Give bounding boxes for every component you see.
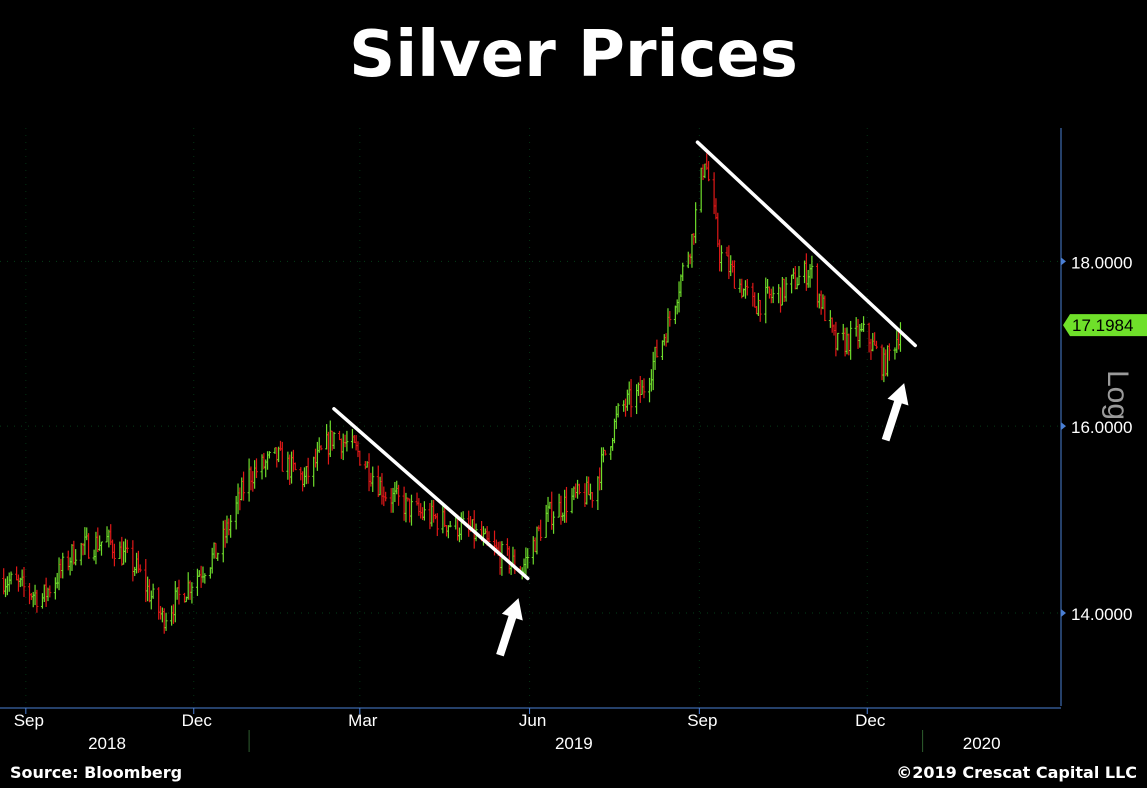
source-note: Source: Bloomberg — [10, 763, 183, 782]
x-month-label: Dec — [855, 711, 886, 730]
arrow-shape — [496, 598, 523, 657]
x-year-label: 2020 — [963, 734, 1001, 753]
trendline — [695, 140, 917, 348]
y-tick-label: 14.0000 — [1071, 605, 1132, 624]
x-month-label: Dec — [182, 711, 213, 730]
arrow-icon — [496, 598, 523, 657]
arrow-shape — [881, 383, 909, 442]
y-tick-label: 16.0000 — [1071, 418, 1132, 437]
x-year-label: 2018 — [88, 734, 126, 753]
x-month-label: Mar — [348, 711, 378, 730]
x-year-label: 2019 — [555, 734, 593, 753]
trendline — [332, 407, 530, 581]
chart-title: Silver Prices — [349, 18, 798, 92]
y-tick-marker — [1061, 609, 1066, 618]
log-scale-label: Log — [1101, 370, 1134, 420]
copyright-note: ©2019 Crescat Capital LLC — [896, 763, 1137, 782]
x-month-label: Sep — [14, 711, 44, 730]
y-tick-marker — [1061, 422, 1066, 431]
x-month-label: Jun — [519, 711, 546, 730]
last-price-label: 17.1984 — [1072, 316, 1133, 335]
arrow-icon — [881, 383, 909, 442]
last-price-tag — [1063, 314, 1147, 337]
x-month-label: Sep — [687, 711, 717, 730]
y-tick-marker — [1061, 257, 1066, 266]
y-tick-label: 18.0000 — [1071, 253, 1132, 272]
